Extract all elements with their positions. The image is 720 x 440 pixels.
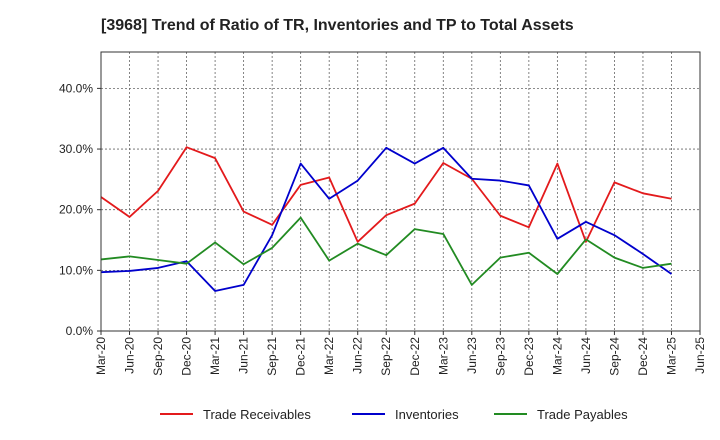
legend-label-2: Inventories (395, 407, 459, 422)
x-tick-label: Jun-24 (579, 337, 593, 374)
x-tick-label: Mar-24 (550, 337, 564, 375)
y-tick-label: 30.0% (59, 142, 93, 156)
x-tick-label: Sep-23 (493, 337, 507, 376)
axes: 0.0% 10.0% 20.0% 30.0% 40.0% Mar-20 Jun-20 Sep-… (59, 51, 707, 376)
series-layer (100, 146, 672, 292)
series-line-3 (100, 216, 672, 286)
x-tick-label: Jun-23 (465, 337, 479, 374)
plot-background (101, 52, 700, 331)
x-tick-label: Dec-23 (522, 337, 536, 376)
x-tick-label: Mar-23 (436, 337, 450, 375)
series-line-2 (100, 146, 672, 292)
y-tick-label: 10.0% (59, 263, 93, 277)
x-tick-label: Dec-20 (180, 337, 194, 376)
series-line-1 (100, 146, 672, 243)
plot-frame (100, 51, 701, 332)
x-tick-label: Sep-20 (151, 337, 165, 376)
x-tick-label: Mar-21 (208, 337, 222, 375)
x-tick-label: Dec-24 (636, 337, 650, 376)
x-tick-label: Dec-21 (294, 337, 308, 376)
legend-label-1: Trade Receivables (203, 407, 311, 422)
x-tick-label: Sep-24 (607, 337, 621, 376)
chart-title: [3968] Trend of Ratio of TR, Inventories… (101, 17, 574, 34)
x-tick-label: Dec-22 (408, 337, 422, 376)
x-tick-label: Jun-25 (693, 337, 707, 374)
x-tick-label: Sep-22 (379, 337, 393, 376)
legend-label-3: Trade Payables (537, 407, 628, 422)
y-tick-label: 20.0% (59, 203, 93, 217)
x-tick-label: Mar-20 (94, 337, 108, 375)
x-tick-label: Jun-20 (123, 337, 137, 374)
y-tick-label: 0.0% (66, 324, 94, 338)
x-tick-label: Sep-21 (265, 337, 279, 376)
x-tick-label: Mar-22 (322, 337, 336, 375)
x-tick-label: Mar-25 (664, 337, 678, 375)
y-tick-label: 40.0% (59, 81, 93, 95)
x-tick-label: Jun-22 (351, 337, 365, 374)
x-tick-label: Jun-21 (237, 337, 251, 374)
plot-area (101, 52, 700, 331)
legend: Trade Receivables Inventories Trade Payabl… (160, 407, 628, 422)
